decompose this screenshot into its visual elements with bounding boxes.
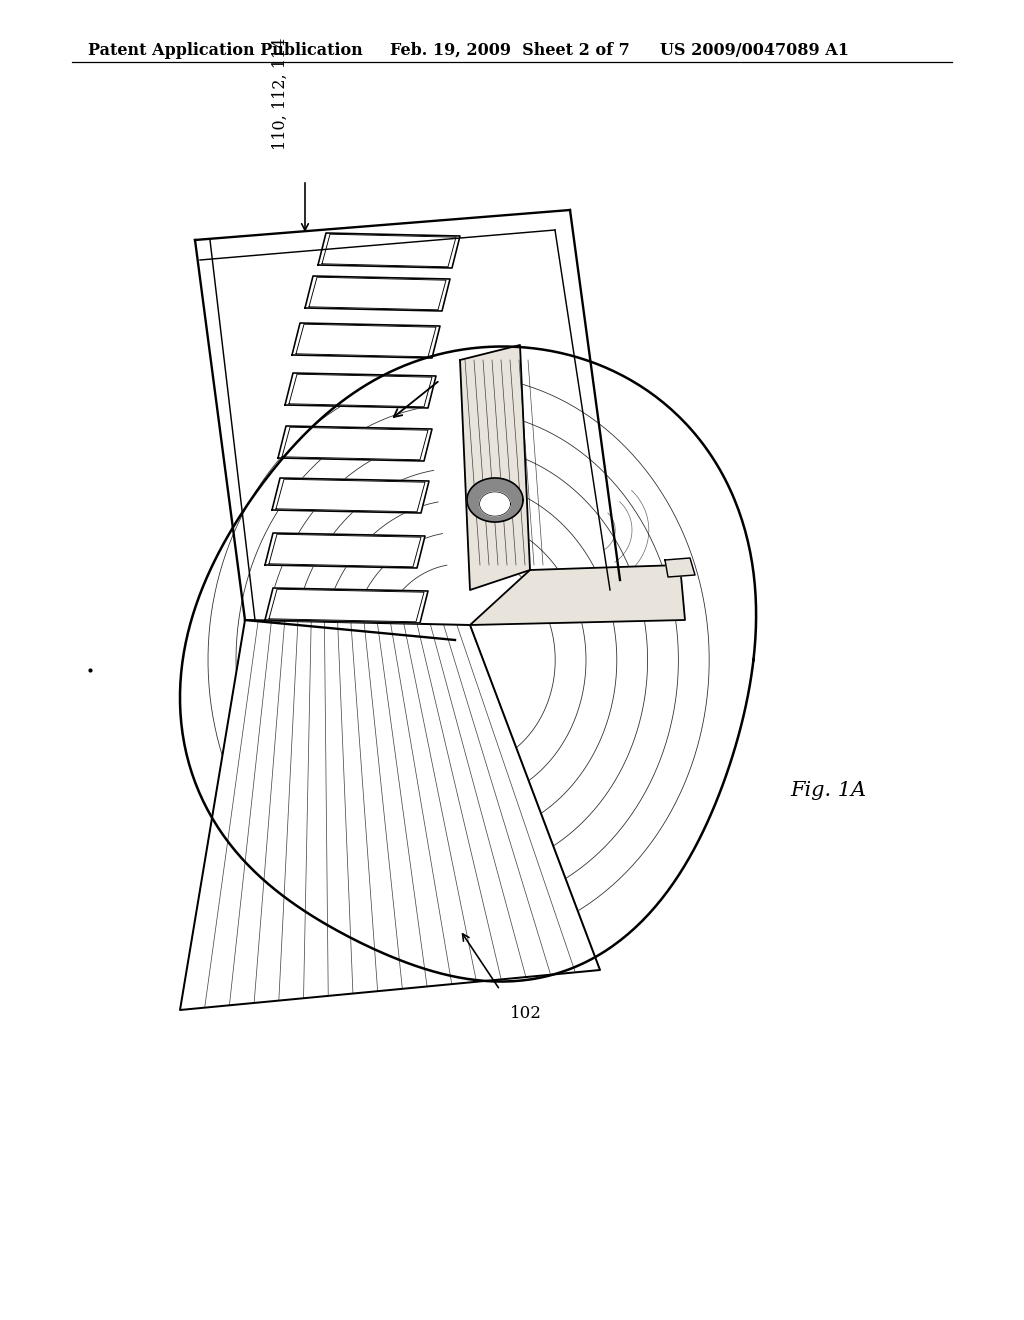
Text: 110, 112, 114: 110, 112, 114 xyxy=(271,38,289,150)
Polygon shape xyxy=(665,558,695,577)
Polygon shape xyxy=(180,346,756,982)
Polygon shape xyxy=(467,478,523,521)
Text: 102: 102 xyxy=(510,1005,542,1022)
Text: Fig. 1A: Fig. 1A xyxy=(790,780,866,800)
Polygon shape xyxy=(180,620,600,1010)
Polygon shape xyxy=(470,565,685,624)
Text: Feb. 19, 2009  Sheet 2 of 7: Feb. 19, 2009 Sheet 2 of 7 xyxy=(390,42,630,59)
Polygon shape xyxy=(479,492,510,516)
Polygon shape xyxy=(305,276,450,312)
Polygon shape xyxy=(292,323,440,358)
Polygon shape xyxy=(460,345,530,590)
Polygon shape xyxy=(318,234,460,268)
Polygon shape xyxy=(265,533,425,568)
Polygon shape xyxy=(272,478,429,513)
Polygon shape xyxy=(278,426,432,461)
Polygon shape xyxy=(265,587,428,623)
Polygon shape xyxy=(285,374,436,408)
Text: Patent Application Publication: Patent Application Publication xyxy=(88,42,362,59)
Text: US 2009/0047089 A1: US 2009/0047089 A1 xyxy=(660,42,849,59)
